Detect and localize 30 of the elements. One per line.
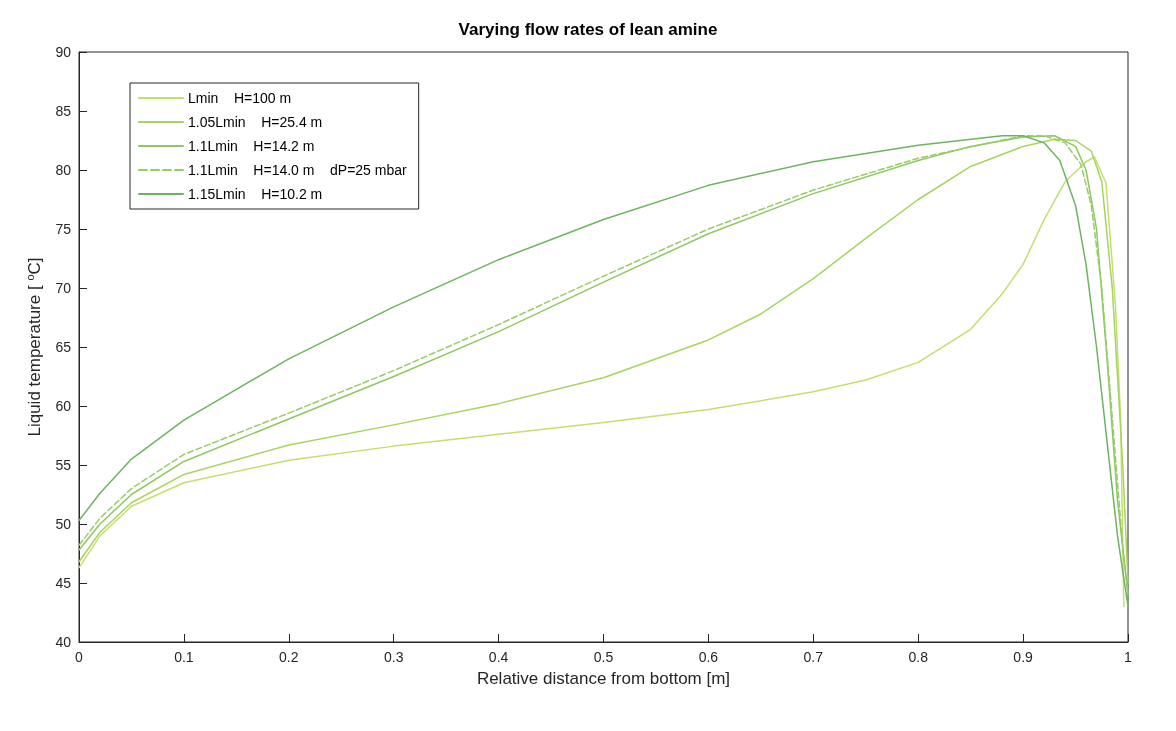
legend-label: 1.1Lmin H=14.0 m dP=25 mbar xyxy=(188,162,408,178)
legend-label: 1.05Lmin H=25.4 m xyxy=(188,114,323,130)
y-tick-label: 50 xyxy=(55,516,72,532)
y-tick-label: 90 xyxy=(55,44,72,60)
y-tick-label: 70 xyxy=(55,280,72,296)
y-tick-label: 85 xyxy=(55,103,72,119)
y-tick-label: 45 xyxy=(55,575,72,591)
x-tick-label: 0.9 xyxy=(1013,649,1034,665)
y-tick-label: 40 xyxy=(55,634,72,650)
x-tick-label: 0.2 xyxy=(279,649,299,665)
y-tick-label: 75 xyxy=(55,221,72,237)
x-tick-label: 0.8 xyxy=(908,649,929,665)
legend-label: 1.15Lmin H=10.2 m xyxy=(188,186,323,202)
y-tick-label: 80 xyxy=(55,162,72,178)
x-tick-label: 0.3 xyxy=(383,649,404,665)
x-tick-label: 0.6 xyxy=(698,649,719,665)
x-tick-label: 0.4 xyxy=(488,649,509,665)
x-tick-label: 0.1 xyxy=(174,649,194,665)
x-tick-label: 0.7 xyxy=(803,649,824,665)
y-axis-title: Liquid temperature [ oC] xyxy=(23,257,44,437)
y-tick-label: 65 xyxy=(55,339,72,355)
chart-title: Varying flow rates of lean amine xyxy=(458,20,718,39)
y-tick-label: 60 xyxy=(55,398,72,414)
x-tick-label: 0.5 xyxy=(593,649,614,665)
x-axis-title: Relative distance from bottom [m] xyxy=(476,669,731,688)
x-tick-label: 1 xyxy=(1124,649,1133,665)
legend-label: Lmin H=100 m xyxy=(188,90,292,106)
y-tick-label: 55 xyxy=(55,457,72,473)
legend-label: 1.1Lmin H=14.2 m xyxy=(188,138,315,154)
x-tick-label: 0 xyxy=(75,649,84,665)
